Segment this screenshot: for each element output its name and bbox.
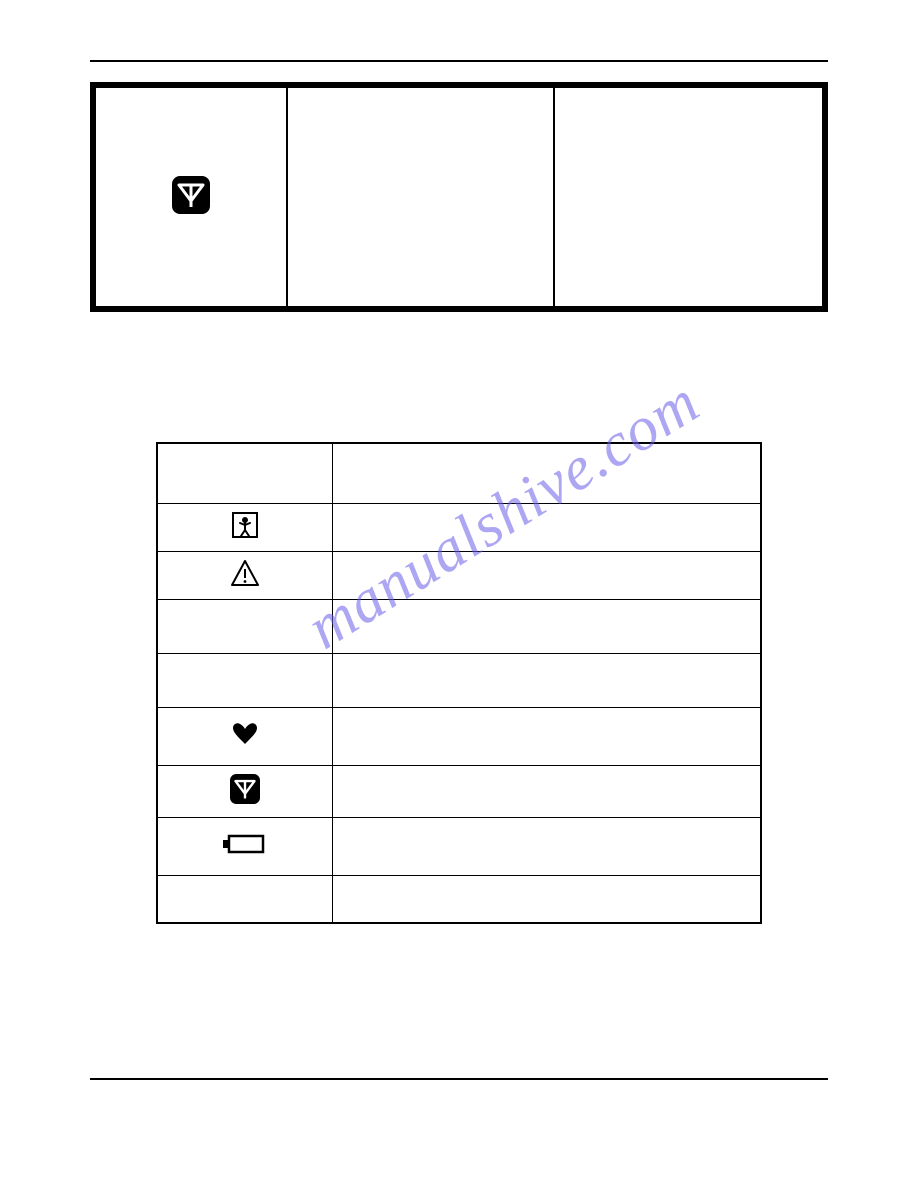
lower-row-8-text-cell [333,875,761,923]
lower-row-8-icon-cell [157,875,333,923]
lower-row-0-icon-cell [157,443,333,503]
top-table-cell-1 [93,85,287,309]
lower-row-7-icon-cell [157,817,333,875]
top-table [90,82,828,312]
lower-table [156,442,762,924]
lower-row-1-icon-cell [157,503,333,551]
lower-row-6-text-cell [333,765,761,817]
lower-row-2-icon-cell [157,551,333,599]
antenna-badge-icon-small [230,774,260,809]
lower-row-3-text-cell [333,599,761,653]
lower-row-4-icon-cell [157,653,333,707]
lower-row-5-icon-cell [157,707,333,765]
antenna-icon-wrap [96,88,286,306]
lower-row-3-icon-cell [157,599,333,653]
heart-icon [232,722,258,751]
top-horizontal-rule [90,60,828,62]
person-in-box-icon [232,512,258,543]
battery-icon [223,832,267,861]
lower-row-7-text-cell [333,817,761,875]
lower-row-2-text-cell [333,551,761,599]
antenna-badge-icon [172,176,210,219]
lower-row-1-text-cell [333,503,761,551]
lower-row-0-text-cell [333,443,761,503]
top-table-cell-3 [554,85,825,309]
warning-triangle-icon [230,559,260,592]
lower-row-5-text-cell [333,707,761,765]
page-content [90,60,828,924]
bottom-horizontal-rule [90,1078,828,1080]
lower-row-6-icon-cell [157,765,333,817]
top-table-cell-2 [287,85,554,309]
lower-row-4-text-cell [333,653,761,707]
